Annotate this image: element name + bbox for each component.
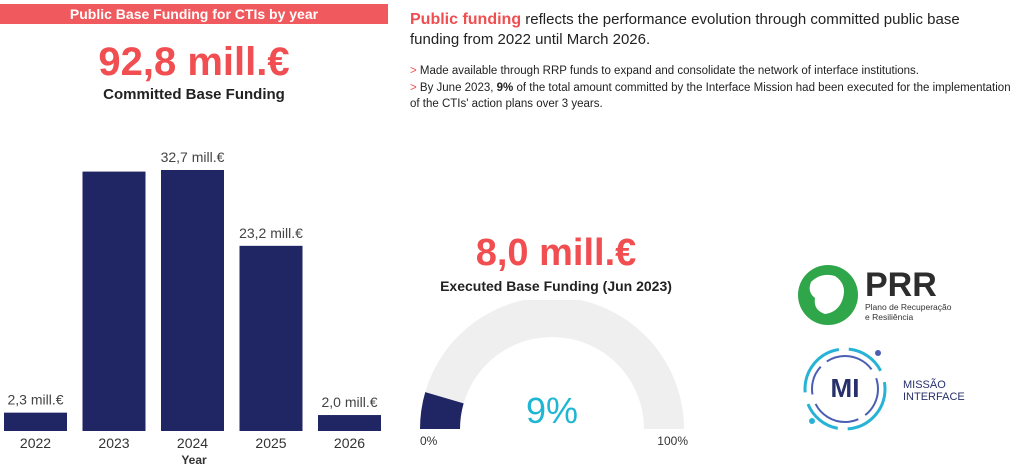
bar-2024: [161, 170, 224, 431]
intro-paragraph: Public funding reflects the performance …: [410, 10, 1010, 50]
bar-2025: [239, 245, 303, 431]
gauge-fill: [420, 392, 464, 429]
bullet-list: > Made available through RRP funds to ex…: [410, 63, 1015, 113]
prr-logo-text: PRR: [865, 266, 937, 304]
committed-label: Committed Base Funding: [103, 86, 285, 103]
mi-word2: INTERFACE: [903, 391, 965, 403]
bar-data-label: 23,2 mill.€: [239, 225, 303, 241]
bullet-item: > Made available through RRP funds to ex…: [410, 63, 1015, 79]
gauge-track: [420, 300, 684, 429]
gauge-max-label: 100%: [657, 434, 688, 448]
bar-data-label: 2,0 mill.€: [321, 394, 377, 410]
mi-word1: MISSÃO: [903, 378, 946, 391]
bar-2023: [82, 171, 146, 432]
bullet-arrow-icon: >: [410, 65, 417, 77]
bar-data-label: 2,3 mill.€: [7, 392, 63, 408]
x-tick-label: 2022: [20, 435, 51, 451]
mi-node-icon: [875, 350, 881, 356]
bullet-text: By June 2023,: [416, 82, 497, 94]
gauge-chart: 9% 0% 100%: [420, 300, 688, 448]
bar-2022: [4, 412, 67, 431]
bullet-arrow-icon: >: [410, 82, 417, 94]
bullet-text: of the total amount committed by the Int…: [410, 82, 1011, 110]
executed-label: Executed Base Funding (Jun 2023): [440, 278, 672, 294]
mi-ring-icon: [803, 347, 887, 431]
x-tick-label: 2026: [334, 435, 365, 451]
bullet-bold-value: 9%: [496, 82, 514, 94]
x-tick-label: 2025: [255, 435, 286, 451]
prr-logo-sub2: e Resiliência: [865, 312, 913, 322]
bar-chart: 2,3 mill.€ 2022 2023 32,7 mill.€ 2024 23,2 mi…: [4, 149, 381, 465]
x-axis-title: Year: [181, 453, 207, 465]
x-tick-label: 2024: [177, 435, 208, 451]
prr-map-icon: [809, 274, 844, 314]
intro-highlight: Public funding: [410, 11, 522, 28]
bar-data-label: 32,7 mill.€: [161, 149, 225, 165]
gauge-value-label: 9%: [526, 390, 578, 431]
mi-mark-text: MI: [831, 373, 860, 403]
prr-logo: PRR Plano de Recuperação e Resiliência: [798, 265, 952, 325]
committed-value: 92,8 mill.€: [98, 40, 290, 84]
bar-2026: [318, 415, 381, 431]
executed-value: 8,0 mill.€: [475, 232, 637, 274]
mi-inner-ring-icon: [811, 355, 879, 423]
gauge-min-label: 0%: [420, 434, 438, 448]
x-tick-label: 2023: [98, 435, 129, 451]
mi-node-icon: [809, 418, 815, 424]
intro-text: reflects the performance evolution throu…: [410, 11, 960, 48]
bullet-text: Made available through RRP funds to expa…: [416, 65, 919, 77]
chart-banner: Public Base Funding for CTIs by year: [0, 4, 388, 24]
prr-logo-sub1: Plano de Recuperação: [865, 302, 952, 312]
bullet-item: > By June 2023, 9% of the total amount c…: [410, 80, 1015, 112]
missao-interface-logo: MI MISSÃO INTERFACE: [803, 347, 965, 431]
